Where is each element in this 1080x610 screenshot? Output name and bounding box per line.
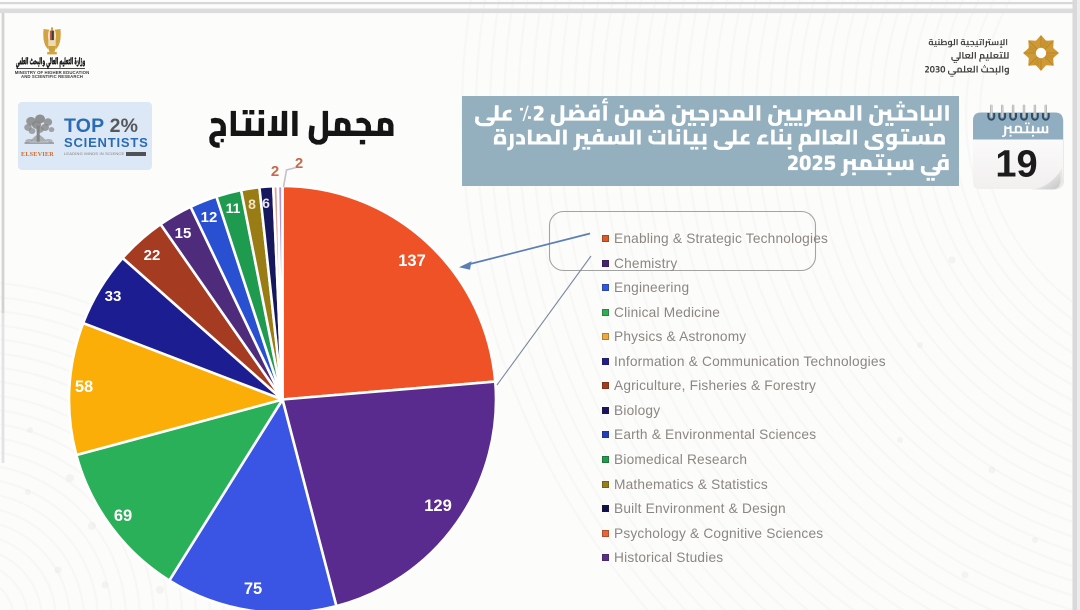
svg-text:19: 19 <box>995 144 1037 186</box>
svg-text:58: 58 <box>75 378 93 396</box>
svg-text:2: 2 <box>295 155 303 172</box>
svg-text:6: 6 <box>262 195 270 211</box>
svg-text:2: 2 <box>271 163 279 180</box>
svg-text:12: 12 <box>201 209 218 226</box>
svg-text:11: 11 <box>226 200 241 216</box>
svg-text:8: 8 <box>248 196 256 212</box>
svg-text:75: 75 <box>244 580 262 598</box>
svg-text:33: 33 <box>105 288 122 305</box>
svg-text:22: 22 <box>144 247 161 264</box>
svg-text:137: 137 <box>398 252 426 270</box>
svg-text:129: 129 <box>424 497 452 515</box>
svg-text:69: 69 <box>114 507 132 525</box>
svg-text:15: 15 <box>175 225 192 242</box>
